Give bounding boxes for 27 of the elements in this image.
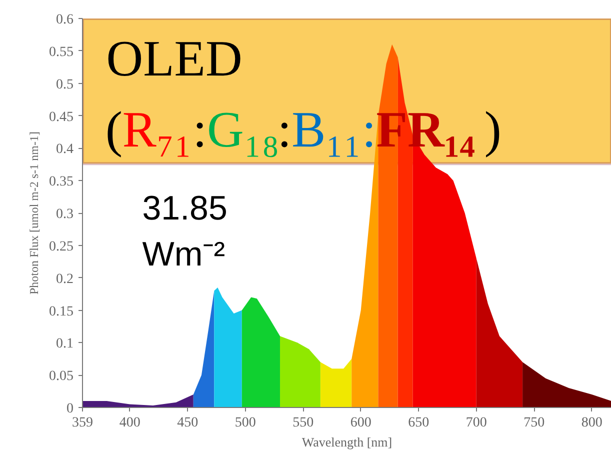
x-tick-label: 400	[119, 416, 140, 430]
x-tick-label: 359	[72, 416, 93, 430]
x-axis-title: Wavelength [nm]	[302, 434, 392, 450]
y-tick-label: 0.25	[49, 239, 74, 254]
y-tick-label: 0.45	[49, 110, 74, 125]
y-tick-label: 0.2	[56, 272, 74, 287]
y-tick-label: 0.55	[49, 44, 74, 60]
y-tick-label: 0.05	[49, 369, 74, 384]
annotation: 31.85 Wm⁻²	[142, 190, 228, 274]
y-tick-label: 0.1	[56, 336, 74, 352]
y-tick-label: 0.5	[56, 77, 74, 92]
y-tick-label: 0.15	[49, 304, 74, 320]
y-tick-label: 0.4	[56, 142, 74, 158]
y-tick-label: 0	[66, 402, 74, 416]
x-tick-label: 650	[408, 416, 430, 430]
y-tick-label: 0.3	[56, 207, 74, 222]
x-tick-label: 800	[581, 416, 602, 430]
y-tick-label: 0.35	[49, 174, 74, 190]
x-tick-label: 750	[524, 416, 545, 430]
x-tick-label: 550	[292, 416, 314, 430]
x-tick-label: 600	[350, 416, 372, 430]
x-tick-label: 450	[177, 416, 198, 430]
x-tick-label: 500	[234, 416, 256, 430]
y-tick-label: 0.6	[56, 12, 74, 28]
x-tick-label: 700	[466, 416, 487, 430]
y-axis-title: Photon Flux [umol m-2 s-1 nm-1]	[27, 131, 41, 294]
annotation: OLED	[106, 31, 242, 88]
